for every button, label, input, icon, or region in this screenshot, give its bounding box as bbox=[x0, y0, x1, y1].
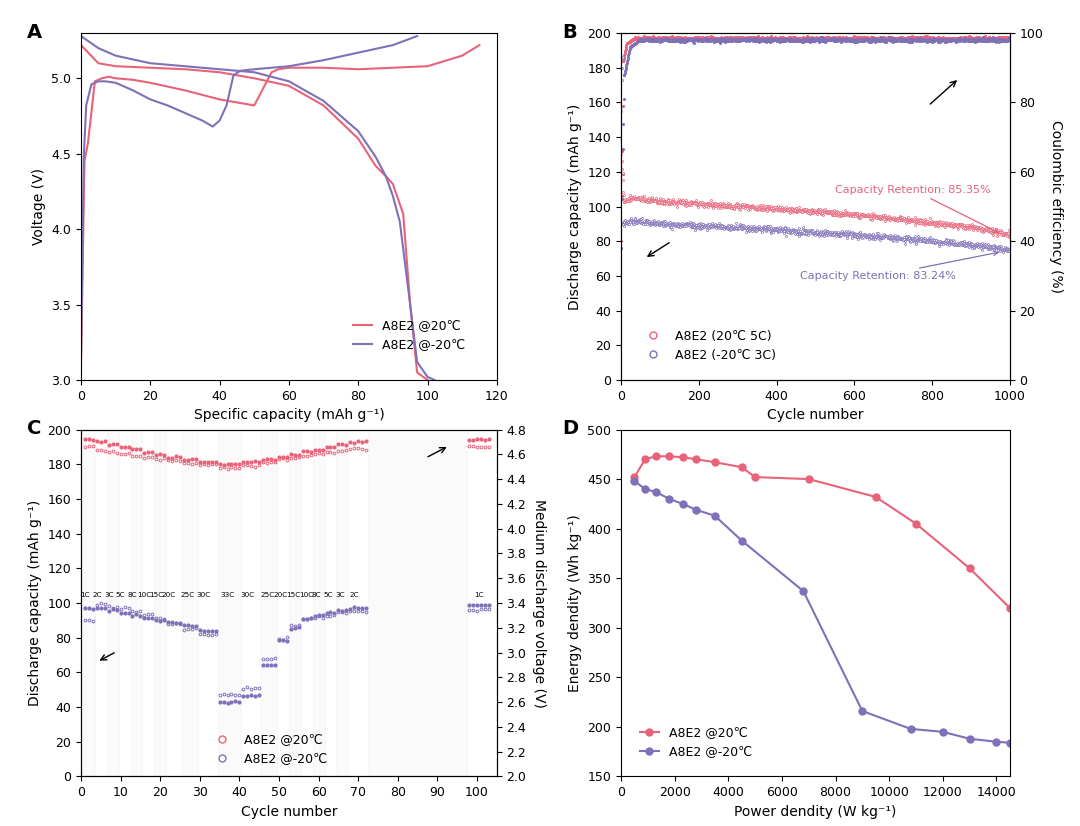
Text: 30C: 30C bbox=[197, 591, 211, 598]
Text: 10C: 10C bbox=[137, 591, 151, 598]
Text: 15C: 15C bbox=[286, 591, 300, 598]
Bar bbox=[131, 430, 143, 776]
Bar bbox=[154, 430, 166, 776]
Text: A: A bbox=[27, 22, 42, 41]
Text: 33C: 33C bbox=[220, 591, 234, 598]
X-axis label: Cycle number: Cycle number bbox=[241, 805, 337, 819]
X-axis label: Power dendity (W kg⁻¹): Power dendity (W kg⁻¹) bbox=[734, 805, 896, 819]
Text: 3C: 3C bbox=[336, 591, 346, 598]
Text: 3C: 3C bbox=[104, 591, 113, 598]
Text: 5C: 5C bbox=[324, 591, 334, 598]
Text: 1C: 1C bbox=[80, 591, 90, 598]
Y-axis label: Discharge capacity (mAh g⁻¹): Discharge capacity (mAh g⁻¹) bbox=[28, 500, 42, 706]
Legend: A8E2 @20℃, A8E2 @-20℃: A8E2 @20℃, A8E2 @-20℃ bbox=[635, 721, 757, 763]
X-axis label: Cycle number: Cycle number bbox=[767, 408, 864, 422]
Text: 15C: 15C bbox=[149, 591, 163, 598]
Text: B: B bbox=[563, 22, 578, 41]
Bar bbox=[313, 430, 325, 776]
Text: Capacity Retention: 85.35%: Capacity Retention: 85.35% bbox=[835, 185, 998, 232]
Text: D: D bbox=[563, 419, 579, 438]
Bar bbox=[181, 430, 198, 776]
X-axis label: Specific capacity (mAh g⁻¹): Specific capacity (mAh g⁻¹) bbox=[193, 408, 384, 422]
Y-axis label: Coulombic efficiency (%): Coulombic efficiency (%) bbox=[1049, 120, 1063, 293]
Y-axis label: Voltage (V): Voltage (V) bbox=[31, 168, 45, 245]
Text: 30C: 30C bbox=[240, 591, 255, 598]
Bar bbox=[107, 430, 119, 776]
Y-axis label: Medium discharge voltage (V): Medium discharge voltage (V) bbox=[531, 499, 545, 707]
Bar bbox=[337, 430, 348, 776]
Legend: A8E2 @20℃, A8E2 @-20℃: A8E2 @20℃, A8E2 @-20℃ bbox=[204, 728, 333, 770]
Bar bbox=[368, 430, 468, 776]
Legend: A8E2 (20℃ 5C), A8E2 (-20℃ 3C): A8E2 (20℃ 5C), A8E2 (-20℃ 3C) bbox=[635, 325, 781, 367]
Text: 20C: 20C bbox=[161, 591, 175, 598]
Text: 20C: 20C bbox=[274, 591, 288, 598]
Text: 8C: 8C bbox=[312, 591, 322, 598]
Legend: A8E2 @20℃, A8E2 @-20℃: A8E2 @20℃, A8E2 @-20℃ bbox=[348, 314, 470, 356]
Text: 25C: 25C bbox=[260, 591, 274, 598]
Text: 5C: 5C bbox=[116, 591, 125, 598]
Y-axis label: Discharge capacity (mAh g⁻¹): Discharge capacity (mAh g⁻¹) bbox=[568, 103, 582, 310]
Text: 25C: 25C bbox=[180, 591, 195, 598]
Bar bbox=[218, 430, 242, 776]
Bar bbox=[83, 430, 95, 776]
Y-axis label: Energy dendity (Wh kg⁻¹): Energy dendity (Wh kg⁻¹) bbox=[568, 514, 582, 692]
Bar bbox=[289, 430, 300, 776]
Text: Capacity Retention: 83.24%: Capacity Retention: 83.24% bbox=[800, 251, 998, 282]
Bar bbox=[261, 430, 276, 776]
Text: 1C: 1C bbox=[474, 591, 484, 598]
Text: C: C bbox=[27, 419, 41, 438]
Text: 8C: 8C bbox=[127, 591, 137, 598]
Text: 2C: 2C bbox=[350, 591, 359, 598]
Text: 10C: 10C bbox=[299, 591, 314, 598]
Text: 2C: 2C bbox=[92, 591, 102, 598]
